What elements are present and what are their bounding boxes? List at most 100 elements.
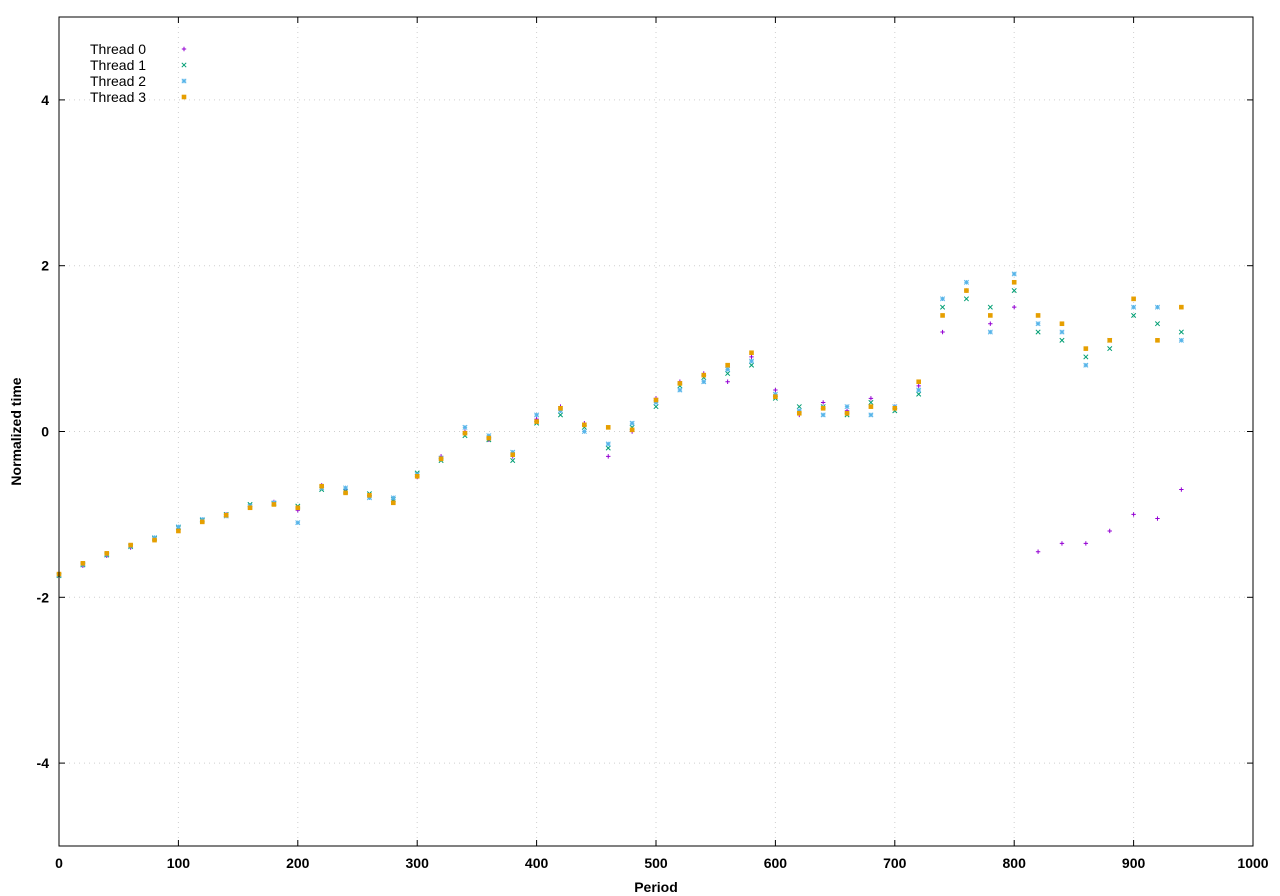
data-point [1107, 338, 1113, 343]
y-tick-label: 2 [41, 258, 49, 274]
data-point [963, 296, 969, 302]
data-point [725, 379, 730, 384]
data-point [892, 405, 898, 411]
data-point [486, 435, 492, 441]
data-point [1154, 304, 1161, 310]
data-point [725, 370, 731, 377]
legend-marker [181, 62, 187, 68]
data-point [1131, 304, 1137, 310]
data-point [1155, 338, 1160, 343]
legend-item: Thread 1 [90, 57, 187, 73]
y-tick-label: 0 [41, 424, 49, 440]
y-tick-label: -4 [37, 755, 50, 771]
data-point [581, 428, 587, 435]
data-point [988, 321, 993, 326]
data-point [796, 404, 802, 410]
y-tick-label: -2 [37, 589, 50, 605]
data-point [629, 420, 635, 426]
data-point [796, 410, 802, 416]
grid-lines [59, 17, 1253, 846]
data-point [80, 561, 86, 566]
data-point [199, 519, 205, 525]
x-tick-label: 700 [883, 855, 907, 871]
data-point [796, 408, 802, 414]
data-point [295, 505, 301, 511]
data-point [343, 490, 348, 496]
legend-label: Thread 0 [90, 41, 146, 57]
data-point [820, 405, 826, 411]
axis-ticks: 0 100 200 300 400 500 600 700 800 900 1000 -4 -2 0 2 4 [37, 17, 1269, 871]
legend-label: Thread 3 [90, 89, 146, 105]
data-point [414, 473, 420, 479]
data-point [1107, 528, 1112, 534]
data-point [557, 412, 564, 418]
data-point [199, 516, 205, 522]
data-point [988, 313, 993, 318]
y-tick-label: 4 [41, 92, 49, 108]
data-point [367, 493, 372, 498]
data-point [151, 535, 158, 541]
data-point [582, 422, 587, 428]
x-tick-label: 200 [286, 855, 310, 871]
data-point [104, 551, 110, 556]
data-point [1131, 512, 1136, 517]
data-point [1083, 541, 1089, 546]
data-point [1179, 304, 1184, 310]
data-point [152, 537, 157, 543]
data-point [987, 304, 993, 310]
data-point [1012, 304, 1017, 310]
data-point [629, 427, 635, 433]
data-point [247, 505, 253, 511]
data-point [534, 412, 540, 418]
x-tick-label: 100 [167, 855, 191, 871]
legend-label: Thread 1 [90, 57, 146, 73]
data-point [1131, 312, 1137, 318]
data-point [1178, 329, 1184, 335]
x-tick-label: 600 [764, 855, 788, 871]
data-point [820, 412, 826, 418]
y-axis-label: Normalized time [8, 377, 24, 485]
data-point [963, 279, 969, 285]
legend-item: Thread 0 [90, 41, 187, 57]
data-point [1059, 541, 1065, 546]
data-point [748, 362, 755, 368]
data-point [916, 379, 921, 385]
data-point [916, 391, 922, 397]
data-point [725, 366, 731, 372]
data-point [175, 524, 181, 530]
x-tick-label: 300 [406, 855, 430, 871]
data-point [868, 399, 874, 406]
data-point [462, 430, 468, 436]
data-point [940, 313, 945, 318]
data-point [605, 445, 611, 451]
data-point [916, 383, 921, 389]
data-points [56, 271, 1184, 579]
data-point [510, 452, 516, 458]
data-point [1107, 346, 1113, 352]
data-point [366, 495, 372, 501]
data-point [868, 396, 874, 401]
legend-marker [181, 94, 187, 100]
data-point [653, 397, 659, 403]
data-point [319, 483, 324, 489]
data-point [773, 394, 778, 399]
data-point [844, 410, 850, 416]
data-point [653, 404, 659, 410]
data-point [534, 419, 539, 424]
series-thread-3 [56, 279, 1184, 577]
data-point [916, 387, 922, 393]
data-point [510, 457, 516, 464]
data-point [558, 405, 563, 411]
legend-item: Thread 2 [90, 73, 187, 89]
x-tick-label: 0 [55, 855, 63, 871]
data-point [271, 502, 277, 507]
data-point [868, 404, 874, 409]
data-point [1011, 271, 1017, 277]
data-point [844, 404, 850, 410]
data-point [1131, 296, 1136, 302]
data-point [1035, 313, 1041, 318]
data-point [1083, 346, 1089, 351]
data-point [868, 412, 874, 418]
